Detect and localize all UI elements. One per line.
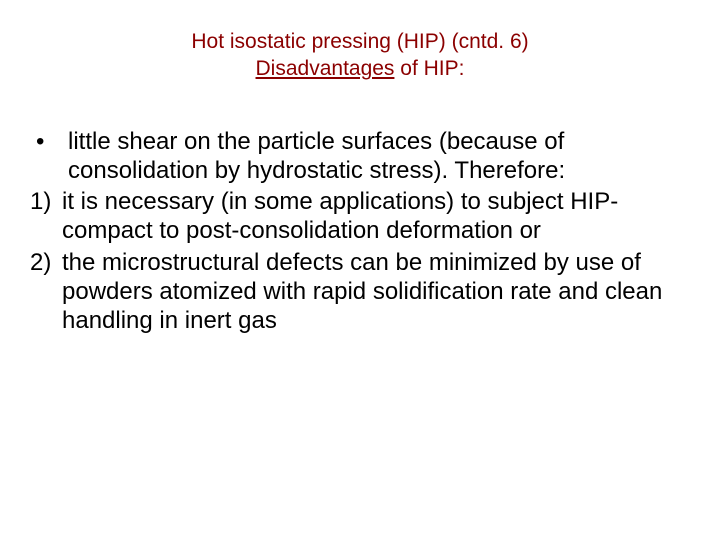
numbered-item-1: 1) it is necessary (in some applications… [30, 187, 690, 246]
title-line-1: Hot isostatic pressing (HIP) (cntd. 6) [30, 28, 690, 55]
bullet-item: • little shear on the particle surfaces … [30, 127, 690, 186]
number-marker: 2) [30, 248, 62, 336]
slide-title: Hot isostatic pressing (HIP) (cntd. 6) D… [30, 28, 690, 83]
number-text: it is necessary (in some applications) t… [62, 187, 690, 246]
title-rest: of HIP: [394, 57, 464, 80]
title-underlined-word: Disadvantages [256, 57, 395, 80]
slide: Hot isostatic pressing (HIP) (cntd. 6) D… [0, 0, 720, 540]
number-marker: 1) [30, 187, 62, 246]
bullet-marker: • [30, 127, 68, 186]
numbered-item-2: 2) the microstructural defects can be mi… [30, 248, 690, 336]
number-text: the microstructural defects can be minim… [62, 248, 690, 336]
bullet-text: little shear on the particle surfaces (b… [68, 127, 690, 186]
title-line-2: Disadvantages of HIP: [30, 55, 690, 82]
slide-body: • little shear on the particle surfaces … [30, 127, 690, 336]
